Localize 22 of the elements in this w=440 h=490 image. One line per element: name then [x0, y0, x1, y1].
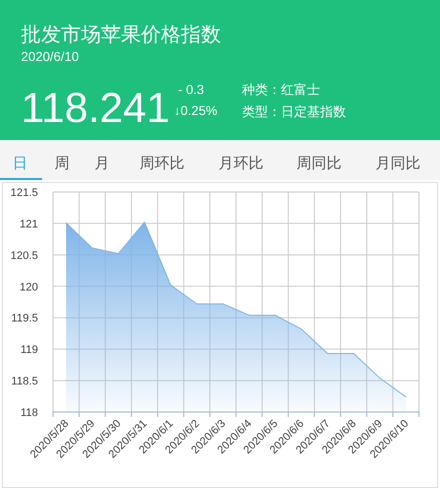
y-tick-label: 118.5 [11, 376, 38, 388]
y-tick-label: 119 [20, 344, 38, 356]
y-tick-label: 121.5 [10, 187, 38, 199]
text: 118.241 [21, 84, 170, 131]
text: 周同比 [296, 155, 342, 172]
text: 周环比 [140, 155, 184, 172]
text: - 0.3 [178, 82, 204, 97]
text: 种类：红富士 [242, 82, 320, 97]
text: 日 [12, 155, 28, 172]
text: 月 [94, 155, 110, 172]
text: ↓0.25% [174, 103, 218, 118]
y-tick-label: 121 [20, 218, 38, 230]
text: 月环比 [218, 155, 264, 172]
chart-title: 批发市场苹果价格指数 [21, 24, 221, 46]
text: 类型：日定基指数 [242, 104, 346, 119]
text: 周 [54, 155, 70, 172]
y-tick-label: 118 [20, 407, 38, 419]
y-tick-label: 120.5 [10, 250, 38, 262]
text: 月同比 [376, 155, 420, 172]
chart-subtitle: 2020/6/10 [21, 49, 79, 64]
y-tick-label: 120 [20, 281, 38, 294]
y-tick-label: 119.5 [11, 312, 38, 325]
